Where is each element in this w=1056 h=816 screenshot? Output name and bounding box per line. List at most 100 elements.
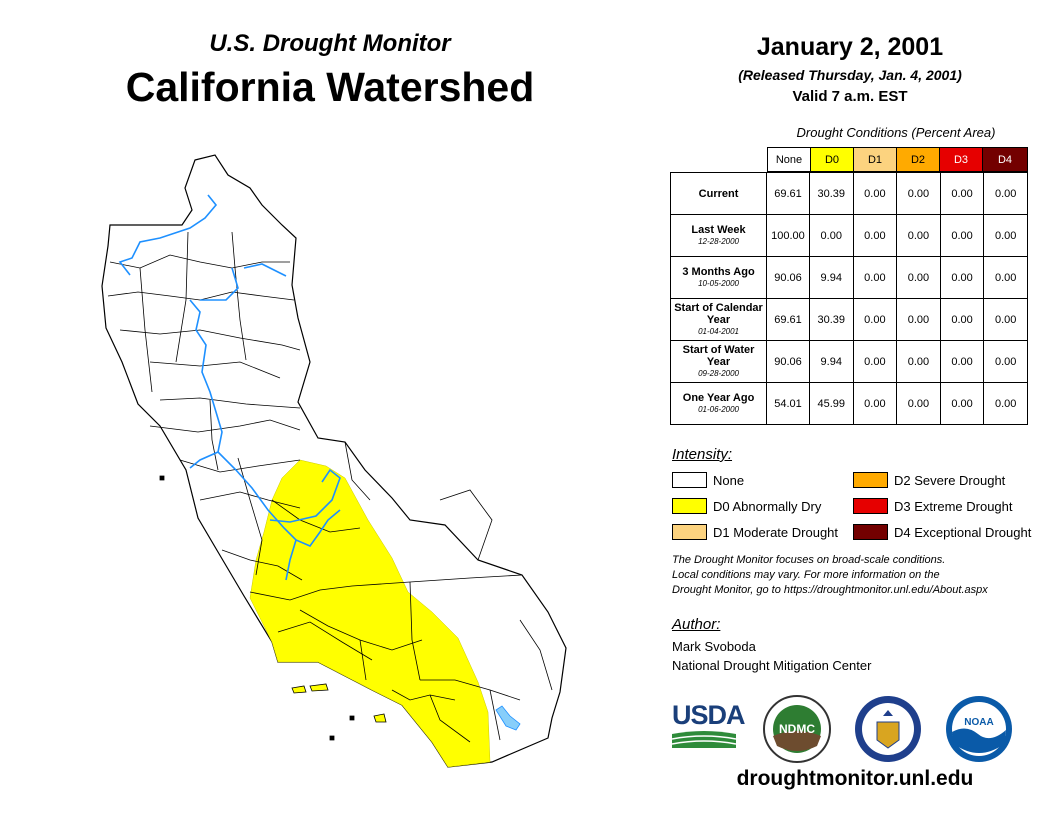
row-label-text: Current <box>698 187 739 200</box>
drought-area-d0 <box>249 459 491 768</box>
table-cell: 0.00 <box>939 298 985 341</box>
legend-label: D2 Severe Drought <box>894 472 1006 488</box>
row-date: 01-06-2000 <box>698 404 739 414</box>
table-cell: 0.00 <box>896 340 941 383</box>
legend-item: D3 Extreme Drought <box>853 498 1031 514</box>
table-row: Start of Calendar Year 01-04-2001 69.61 30.… <box>669 298 1028 341</box>
basin-boundaries <box>107 231 553 743</box>
note-line: Drought Monitor, go to https://droughtmo… <box>672 584 988 596</box>
legend-label: None <box>713 472 745 488</box>
row-date: 10-05-2000 <box>698 278 739 288</box>
table-cell: 90.06 <box>766 256 810 299</box>
noaa-logo: NOAA <box>944 694 1014 769</box>
col-d4: D4 <box>982 147 1028 172</box>
author-block: Mark Svoboda National Drought Mitigation… <box>672 637 871 675</box>
usda-logo: USDA <box>671 700 746 748</box>
author-org: National Drought Mitigation Center <box>672 658 872 673</box>
legend-item: D4 Exceptional Drought <box>853 524 1031 540</box>
table-cell: 0.00 <box>852 172 898 215</box>
table-cell: 0.00 <box>852 214 898 257</box>
table-cell: 45.99 <box>808 382 854 425</box>
legend-swatch <box>853 524 888 540</box>
author-name: Mark Svoboda <box>672 639 756 654</box>
row-label: Current <box>669 172 768 215</box>
footer-url[interactable]: droughtmonitor.unl.edu <box>736 767 974 790</box>
table-row: Start of Water Year 09-28-2000 90.06 9.94 0.… <box>669 340 1028 383</box>
map-subtitle: U.S. Drought Monitor <box>209 30 451 57</box>
row-date: 09-28-2000 <box>698 368 739 378</box>
drought-stats-table: Current 69.61 30.39 0.00 0.00 0.00 0.00 Last We… <box>669 172 1028 425</box>
rivers <box>118 194 341 581</box>
legend-title: Intensity: <box>672 446 733 463</box>
legend-item: None <box>672 472 838 488</box>
table-cell: 54.01 <box>766 382 810 425</box>
release-date: (Released Thursday, Jan. 4, 2001) <box>738 67 962 83</box>
legend-label: D4 Exceptional Drought <box>894 524 1032 540</box>
commerce-seal <box>853 694 923 769</box>
table-cell: 0.00 <box>896 172 941 215</box>
noaa-logo-text: NOAA <box>964 717 993 728</box>
row-label: 3 Months Ago 10-05-2000 <box>669 256 768 299</box>
legend-item: D0 Abnormally Dry <box>672 498 838 514</box>
usda-logo-text: USDA <box>672 700 746 730</box>
row-label-text: One Year Ago <box>682 391 755 404</box>
valid-time: Valid 7 a.m. EST <box>792 88 908 105</box>
table-cell: 0.00 <box>983 340 1028 383</box>
table-cell: 0.00 <box>983 298 1028 341</box>
channel-islands <box>159 475 387 741</box>
row-label: One Year Ago 01-06-2000 <box>669 382 768 425</box>
note-line: Local conditions may vary. For more info… <box>672 569 940 581</box>
table-cell: 0.00 <box>852 340 898 383</box>
col-d2: D2 <box>896 147 940 172</box>
row-date: 01-04-2001 <box>698 326 739 336</box>
ndmc-logo-text: NDMC <box>779 722 815 736</box>
row-label: Start of Water Year 09-28-2000 <box>669 340 768 383</box>
table-cell: 69.61 <box>766 172 810 215</box>
table-cell: 30.39 <box>808 172 854 215</box>
table-cell: 0.00 <box>852 382 898 425</box>
watershed-outline <box>101 154 567 768</box>
table-cell: 0.00 <box>939 256 985 299</box>
col-none: None <box>767 147 811 172</box>
watershed-map <box>101 154 567 768</box>
table-cell: 30.39 <box>808 298 854 341</box>
table-cell: 0.00 <box>896 382 941 425</box>
conditions-title: Drought Conditions (Percent Area) <box>796 125 996 140</box>
table-cell: 0.00 <box>808 214 854 257</box>
legend-swatch <box>853 498 888 514</box>
col-d3: D3 <box>939 147 983 172</box>
drought-monitor-note: The Drought Monitor focuses on broad-sca… <box>672 553 1047 598</box>
legend-item: D2 Severe Drought <box>853 472 1031 488</box>
table-cell: 9.94 <box>808 256 854 299</box>
table-cell: 69.61 <box>766 298 810 341</box>
col-d1: D1 <box>853 147 897 172</box>
row-date: 12-28-2000 <box>698 236 739 246</box>
map-date: January 2, 2001 <box>756 33 944 61</box>
table-cell: 100.00 <box>766 214 810 257</box>
legend-left: None D0 Abnormally Dry D1 Moderate Droug… <box>672 472 838 540</box>
legend-swatch <box>672 498 707 514</box>
table-cell: 0.00 <box>939 382 985 425</box>
row-label: Last Week 12-28-2000 <box>669 214 768 257</box>
table-row: Current 69.61 30.39 0.00 0.00 0.00 0.00 <box>669 172 1028 215</box>
table-cell: 9.94 <box>808 340 854 383</box>
legend-swatch <box>672 524 707 540</box>
table-cell: 0.00 <box>896 214 941 257</box>
legend-right: D2 Severe Drought D3 Extreme Drought D4 … <box>853 472 1031 540</box>
table-cell: 0.00 <box>939 340 985 383</box>
lake <box>495 705 521 731</box>
table-row: 3 Months Ago 10-05-2000 90.06 9.94 0.00 0.00 0… <box>669 256 1028 299</box>
legend-swatch <box>853 472 888 488</box>
legend-label: D0 Abnormally Dry <box>713 498 822 514</box>
usda-logo-field <box>671 731 737 748</box>
table-cell: 0.00 <box>983 382 1028 425</box>
table-row: One Year Ago 01-06-2000 54.01 45.99 0.00 0.00… <box>669 382 1028 425</box>
table-cell: 0.00 <box>983 214 1028 257</box>
legend-label: D3 Extreme Drought <box>894 498 1013 514</box>
author-heading: Author: <box>672 616 721 633</box>
table-cell: 0.00 <box>939 214 985 257</box>
row-label-text: Start of Calendar Year <box>674 301 763 326</box>
table-cell: 0.00 <box>983 172 1028 215</box>
table-cell: 0.00 <box>939 172 985 215</box>
table-cell: 0.00 <box>983 256 1028 299</box>
